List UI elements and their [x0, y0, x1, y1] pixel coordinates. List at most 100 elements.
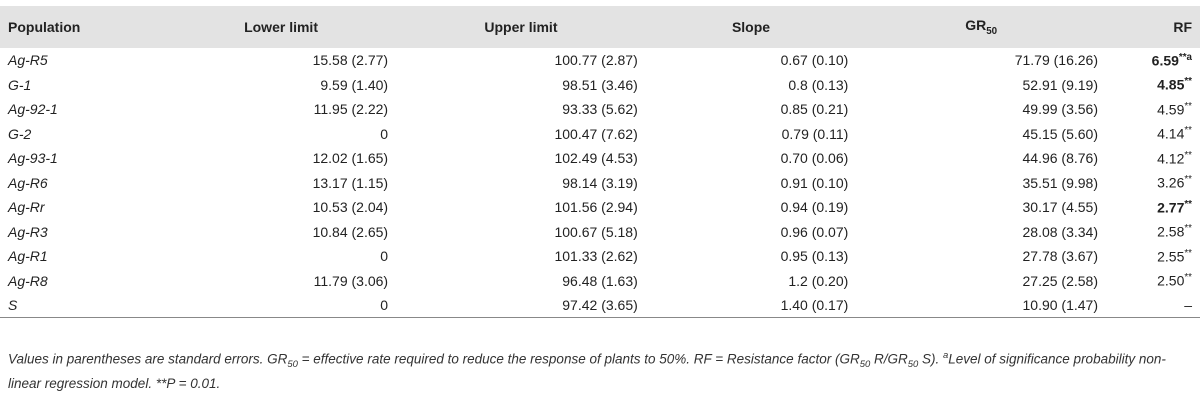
- cell-upper-limit: 97.42 (3.65): [562, 297, 638, 313]
- cell-lower-limit: 12.02 (1.65): [312, 150, 389, 167]
- cell-rf: 3.26**: [1106, 171, 1200, 196]
- cell-lower-limit: 11.95 (2.22): [313, 101, 389, 118]
- cell-population: Ag-R3: [8, 223, 48, 240]
- rf-value: 6.59: [1151, 52, 1179, 69]
- cell-lower-limit: 13.17 (1.15): [312, 174, 389, 191]
- header-slope: Slope: [731, 19, 771, 35]
- cell-gr50: 49.99 (3.56): [1022, 101, 1099, 118]
- table-row: Ag-93-1 12.02 (1.65) 102.49 (4.53) 0.70 (0.…: [0, 146, 1200, 171]
- cell-slope: 0.96 (0.07): [780, 223, 849, 240]
- cell-rf: –: [1106, 293, 1200, 318]
- rf-value: 2.50: [1157, 273, 1185, 290]
- table-row: Ag-92-1 11.95 (2.22) 93.33 (5.62) 0.85 (0.2…: [0, 97, 1200, 122]
- cell-rf: 6.59**a: [1106, 48, 1200, 73]
- table-row: Ag-R6 13.17 (1.15) 98.14 (3.19) 0.91 (0.10)…: [0, 171, 1200, 196]
- rf-value: 2.58: [1157, 224, 1185, 241]
- footnote-sub-2: 50: [859, 359, 871, 371]
- footnote-sup-a: a: [942, 350, 949, 361]
- cell-rf: 4.59**: [1106, 97, 1200, 122]
- cell-rf: 2.50**: [1106, 269, 1200, 294]
- cell-gr50: 27.25 (2.58): [1022, 272, 1099, 289]
- footnote-part-4: S).: [918, 351, 943, 367]
- cell-upper-limit: 100.67 (5.18): [554, 223, 638, 240]
- cell-population: Ag-Rr: [8, 199, 45, 216]
- cell-upper-limit: 102.49 (4.53): [554, 150, 638, 167]
- cell-population: Ag-92-1: [8, 101, 58, 118]
- cell-gr50: 35.51 (9.98): [1022, 174, 1099, 191]
- header-gr50-base: GR: [965, 17, 987, 34]
- cell-lower-limit: 10.84 (2.65): [312, 223, 389, 240]
- cell-rf: 4.14**: [1106, 122, 1200, 147]
- cell-slope: 0.8 (0.13): [788, 76, 849, 93]
- rf-significance-mark: **: [1184, 198, 1192, 210]
- cell-lower-limit: 11.79 (3.06): [313, 272, 389, 289]
- cell-slope: 1.40 (0.17): [780, 297, 849, 313]
- rf-significance-mark: **: [1184, 272, 1192, 284]
- cell-lower-limit: 9.59 (1.40): [320, 76, 389, 93]
- cell-upper-limit: 98.14 (3.19): [562, 174, 638, 191]
- rf-significance-mark: **: [1184, 100, 1192, 112]
- header-upper-limit: Upper limit: [484, 19, 558, 35]
- rf-significance-mark: **: [1184, 125, 1192, 137]
- cell-lower-limit: 0: [380, 297, 389, 313]
- cell-upper-limit: 101.56 (2.94): [554, 199, 638, 216]
- cell-rf: 4.85**: [1106, 73, 1200, 98]
- cell-gr50: 10.90 (1.47): [1022, 297, 1099, 313]
- cell-upper-limit: 93.33 (5.62): [562, 101, 638, 118]
- rf-value: 4.14: [1157, 126, 1185, 143]
- header-rf: RF: [1173, 19, 1192, 35]
- cell-upper-limit: 96.48 (1.63): [562, 272, 638, 289]
- cell-rf: 2.55**: [1106, 244, 1200, 269]
- footnote-part-1: Values in parentheses are standard error…: [8, 351, 288, 367]
- header-lower-limit: Lower limit: [244, 19, 318, 35]
- table-row: G-2 0 100.47 (7.62) 0.79 (0.11) 45.15 (5.60)…: [0, 122, 1200, 147]
- rf-value: 2.77: [1157, 199, 1185, 216]
- rf-value: 3.26: [1157, 175, 1185, 192]
- footnote-part-3: R/GR: [870, 351, 908, 367]
- cell-rf: 2.58**: [1106, 220, 1200, 245]
- cell-gr50: 71.79 (16.26): [1014, 52, 1098, 69]
- header-gr50: GR50: [856, 6, 1106, 48]
- cell-rf: 4.12**: [1106, 146, 1200, 171]
- cell-population: Ag-R8: [8, 272, 48, 289]
- rf-significance-mark: **: [1184, 223, 1192, 235]
- footnote-sub-1: 50: [287, 359, 298, 371]
- cell-gr50: 27.78 (3.67): [1022, 248, 1099, 265]
- rf-significance-mark: **: [1184, 76, 1192, 88]
- footnote-sub-3: 50: [907, 359, 919, 371]
- header-population: Population: [8, 19, 81, 35]
- cell-population: Ag-R6: [8, 174, 48, 191]
- results-table: Population Lower limit Upper limit Slope…: [0, 6, 1200, 318]
- cell-lower-limit: 15.58 (2.77): [312, 52, 389, 69]
- header-gr50-subscript: 50: [986, 25, 998, 37]
- table-row: Ag-Rr 10.53 (2.04) 101.56 (2.94) 0.94 (0.19…: [0, 195, 1200, 220]
- cell-lower-limit: 10.53 (2.04): [312, 199, 389, 216]
- cell-lower-limit: 0: [380, 125, 389, 142]
- table-row: Ag-R1 0 101.33 (2.62) 0.95 (0.13) 27.78 (3.6…: [0, 244, 1200, 269]
- header-row: Population Lower limit Upper limit Slope…: [0, 6, 1200, 48]
- table-row: Ag-R5 15.58 (2.77) 100.77 (2.87) 0.67 (0.10…: [0, 48, 1200, 73]
- cell-upper-limit: 101.33 (2.62): [554, 248, 638, 265]
- rf-significance-mark: **: [1184, 174, 1192, 186]
- rf-significance-mark: **: [1184, 149, 1192, 161]
- footnote-part-5: Level of significance probability non-li…: [8, 351, 1166, 392]
- cell-gr50: 45.15 (5.60): [1022, 125, 1099, 142]
- cell-gr50: 44.96 (8.76): [1022, 150, 1099, 167]
- cell-upper-limit: 100.47 (7.62): [554, 125, 638, 142]
- cell-slope: 1.2 (0.20): [788, 272, 849, 289]
- cell-slope: 0.94 (0.19): [780, 199, 849, 216]
- rf-value: –: [1184, 297, 1192, 313]
- cell-upper-limit: 100.77 (2.87): [554, 52, 638, 69]
- cell-upper-limit: 98.51 (3.46): [562, 76, 638, 93]
- rf-value: 2.55: [1157, 248, 1185, 265]
- table-row: S 0 97.42 (3.65) 1.40 (0.17) 10.90 (1.47) –: [0, 293, 1200, 318]
- cell-slope: 0.67 (0.10): [780, 52, 849, 69]
- cell-slope: 0.79 (0.11): [781, 125, 849, 142]
- cell-population: Ag-R1: [8, 248, 48, 265]
- cell-slope: 0.95 (0.13): [780, 248, 849, 265]
- cell-gr50: 30.17 (4.55): [1022, 199, 1099, 216]
- footnote-part-2: = effective rate required to reduce the …: [297, 351, 860, 367]
- table-row: Ag-R8 11.79 (3.06) 96.48 (1.63) 1.2 (0.20) 2…: [0, 269, 1200, 294]
- cell-population: Ag-R5: [8, 52, 48, 69]
